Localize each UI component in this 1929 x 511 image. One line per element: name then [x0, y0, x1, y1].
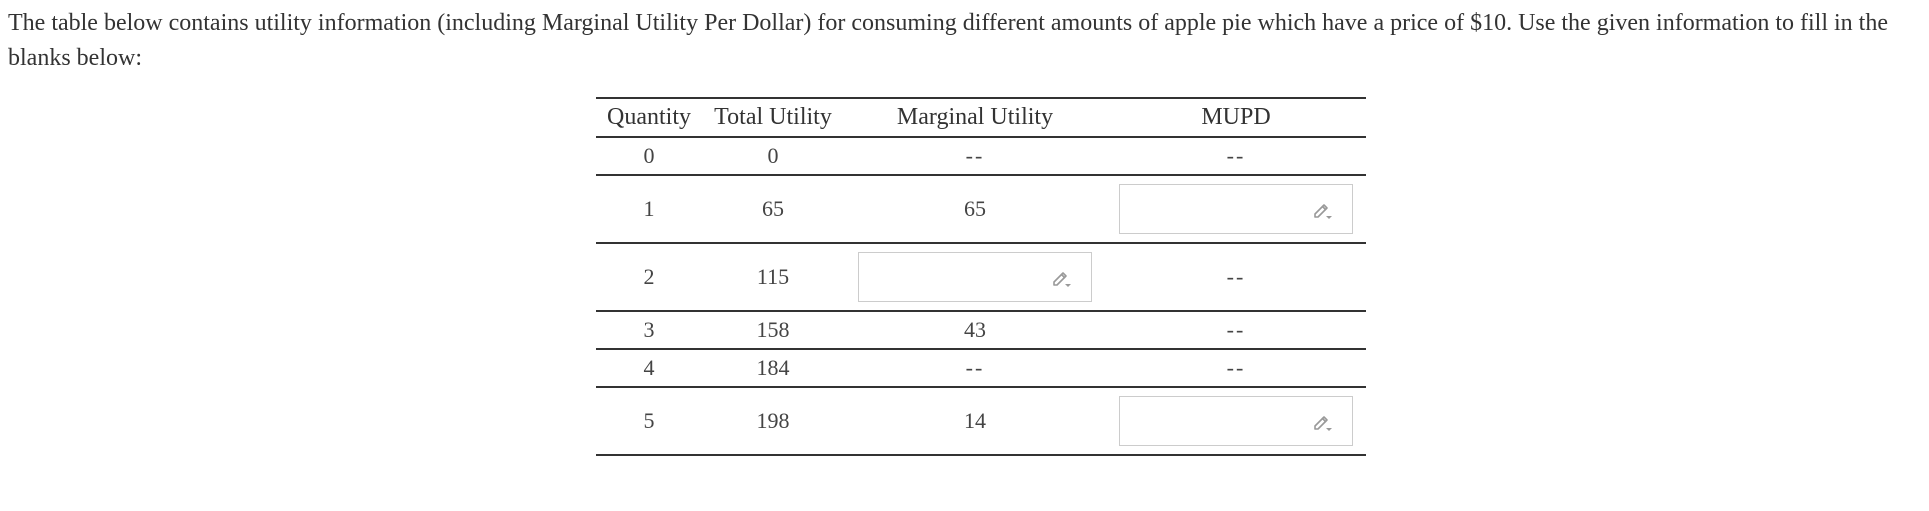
cell-quantity: 3 [596, 311, 702, 350]
cell-marginal-utility: -- [844, 137, 1106, 176]
cell-mupd: -- [1106, 243, 1366, 312]
table-row: 2 115 -- [596, 243, 1366, 312]
pencil-icon[interactable] [1051, 267, 1073, 289]
pencil-icon[interactable] [1312, 199, 1334, 221]
cell-mupd [1106, 175, 1366, 244]
header-marginal-utility: Marginal Utility [844, 97, 1106, 138]
table-row: 0 0 -- -- [596, 137, 1366, 176]
cell-total-utility: 115 [702, 243, 844, 312]
table-row: 1 65 65 [596, 175, 1366, 244]
cell-total-utility: 0 [702, 137, 844, 176]
cell-total-utility: 65 [702, 175, 844, 244]
cell-mupd [1106, 387, 1366, 456]
question-text: The table below contains utility informa… [8, 10, 1888, 71]
header-mupd: MUPD [1106, 97, 1366, 138]
table-row: 4 184 -- -- [596, 349, 1366, 388]
marginal-utility-answer-input-q2[interactable] [858, 252, 1092, 302]
table-header-row: Quantity Total Utility Marginal Utility … [596, 97, 1366, 138]
cell-mupd: -- [1106, 137, 1366, 176]
cell-quantity: 4 [596, 349, 702, 388]
cell-total-utility: 184 [702, 349, 844, 388]
cell-mupd: -- [1106, 349, 1366, 388]
mupd-answer-input-q5[interactable] [1119, 396, 1353, 446]
cell-quantity: 0 [596, 137, 702, 176]
cell-quantity: 2 [596, 243, 702, 312]
cell-mupd: -- [1106, 311, 1366, 350]
mupd-answer-input-q1[interactable] [1119, 184, 1353, 234]
utility-table: Quantity Total Utility Marginal Utility … [596, 97, 1366, 456]
utility-table-container: Quantity Total Utility Marginal Utility … [596, 97, 1366, 456]
cell-quantity: 1 [596, 175, 702, 244]
cell-marginal-utility: 43 [844, 311, 1106, 350]
cell-marginal-utility [844, 243, 1106, 312]
cell-quantity: 5 [596, 387, 702, 456]
table-row: 3 158 43 -- [596, 311, 1366, 350]
pencil-icon[interactable] [1312, 411, 1334, 433]
cell-marginal-utility: -- [844, 349, 1106, 388]
cell-marginal-utility: 14 [844, 387, 1106, 456]
header-total-utility: Total Utility [702, 97, 844, 138]
cell-total-utility: 158 [702, 311, 844, 350]
header-quantity: Quantity [596, 97, 702, 138]
cell-marginal-utility: 65 [844, 175, 1106, 244]
table-row: 5 198 14 [596, 387, 1366, 456]
cell-total-utility: 198 [702, 387, 844, 456]
